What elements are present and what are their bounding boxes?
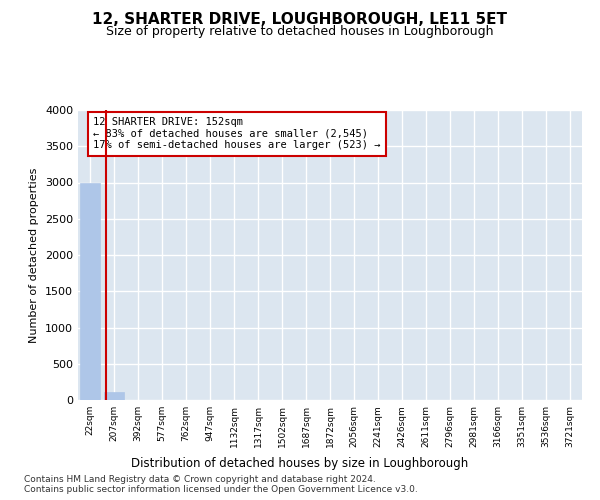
Text: Contains HM Land Registry data © Crown copyright and database right 2024.
Contai: Contains HM Land Registry data © Crown c… [24,475,418,494]
Text: 12, SHARTER DRIVE, LOUGHBOROUGH, LE11 5ET: 12, SHARTER DRIVE, LOUGHBOROUGH, LE11 5E… [92,12,508,28]
Text: 12 SHARTER DRIVE: 152sqm
← 83% of detached houses are smaller (2,545)
17% of sem: 12 SHARTER DRIVE: 152sqm ← 83% of detach… [93,117,380,150]
Text: Distribution of detached houses by size in Loughborough: Distribution of detached houses by size … [131,458,469,470]
Y-axis label: Number of detached properties: Number of detached properties [29,168,40,342]
Text: Size of property relative to detached houses in Loughborough: Size of property relative to detached ho… [106,25,494,38]
Bar [104,392,124,400]
Bar [80,182,100,400]
